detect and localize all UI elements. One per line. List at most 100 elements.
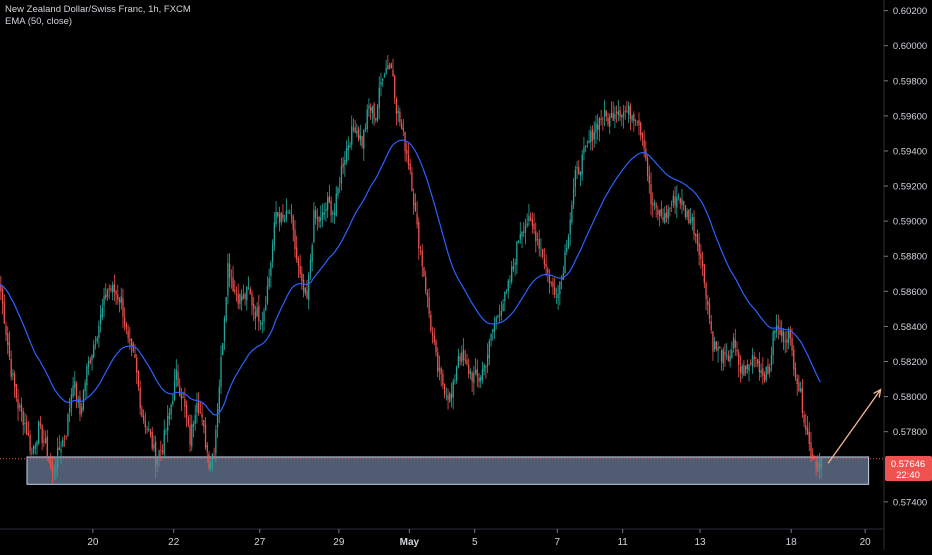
candle: [380, 72, 382, 97]
candle: [332, 210, 334, 223]
candle: [392, 58, 394, 77]
candle: [60, 441, 62, 465]
candle: [689, 207, 692, 225]
candle: [65, 435, 67, 440]
candle: [89, 356, 91, 365]
candle: [294, 220, 296, 258]
candle: [19, 402, 21, 412]
candle: [203, 419, 205, 434]
candle: [726, 343, 728, 360]
candle: [86, 363, 88, 398]
candle: [667, 204, 669, 225]
candle: [652, 192, 654, 218]
candle: [516, 240, 518, 275]
candle: [79, 390, 81, 421]
candle: [571, 200, 573, 225]
candle: [543, 248, 546, 270]
time-axis[interactable]: 20 22 27 29 May 5 7 11 13 18 20: [87, 529, 871, 548]
time-tick-label: 20: [860, 537, 872, 548]
candle: [708, 297, 711, 325]
candle: [165, 428, 167, 435]
indicator-label[interactable]: EMA (50, close): [5, 16, 73, 27]
candle: [552, 277, 554, 295]
candle: [237, 283, 239, 310]
candle: [22, 407, 24, 436]
candle: [769, 363, 771, 378]
candle: [815, 455, 817, 477]
candle: [13, 370, 16, 398]
candle: [481, 361, 484, 384]
candle: [450, 382, 453, 408]
candle: [189, 414, 191, 453]
candle: [722, 346, 724, 371]
candle: [794, 362, 797, 381]
candle: [531, 212, 533, 234]
candle: [731, 341, 733, 360]
candle: [720, 348, 723, 371]
candle: [7, 326, 9, 355]
candle: [246, 285, 248, 311]
price-tick-label: 0.58600: [893, 287, 927, 298]
candle: [180, 388, 183, 412]
candle: [26, 414, 28, 436]
candle: [93, 339, 95, 359]
candle: [368, 98, 370, 117]
candle: [464, 350, 466, 365]
candle: [812, 447, 814, 461]
candle: [509, 275, 511, 289]
candle: [223, 315, 226, 351]
candle: [17, 388, 19, 421]
candle: [153, 435, 155, 453]
candle: [105, 283, 107, 301]
support-zone[interactable]: [26, 456, 870, 485]
projection-arrow[interactable]: [827, 388, 882, 464]
candle: [636, 120, 638, 126]
candle: [480, 374, 482, 388]
candle: [431, 326, 434, 344]
candle: [10, 350, 12, 381]
candle: [179, 378, 181, 397]
candle: [813, 455, 816, 460]
candle: [32, 444, 35, 455]
price-tick-label: 0.58400: [893, 322, 927, 333]
candle: [191, 415, 193, 451]
candle: [591, 125, 594, 151]
candle: [144, 412, 146, 435]
candle: [55, 456, 57, 480]
candle: [185, 400, 188, 428]
candle: [724, 343, 726, 367]
candle: [192, 420, 195, 438]
candle: [302, 274, 305, 298]
candle: [753, 351, 755, 368]
candle: [297, 256, 300, 279]
candle: [598, 116, 601, 142]
candle: [359, 124, 361, 146]
candle: [564, 244, 566, 274]
candle: [767, 358, 769, 376]
candle: [395, 96, 398, 126]
candle: [215, 425, 217, 463]
candle: [628, 101, 630, 124]
candle: [597, 114, 599, 140]
candle: [50, 453, 52, 470]
candle: [98, 320, 100, 348]
candle: [665, 205, 668, 223]
candle: [388, 62, 391, 70]
candle: [323, 202, 325, 220]
candle: [62, 436, 64, 448]
candle: [339, 176, 341, 193]
candle: [736, 341, 738, 357]
candle: [364, 123, 367, 133]
candle: [695, 232, 697, 244]
candle: [340, 157, 343, 191]
symbol-title[interactable]: New Zealand Dollar/Swiss Franc, 1h, FXCM: [5, 4, 191, 15]
candle: [806, 416, 809, 436]
candle: [413, 188, 415, 215]
candle: [234, 280, 236, 295]
candle: [535, 222, 537, 253]
price-axis[interactable]: 0.60200 0.60000 0.59800 0.59600 0.59400 0.592…: [884, 6, 927, 508]
price-tick-label: 0.59000: [893, 217, 927, 228]
candle: [242, 284, 245, 300]
